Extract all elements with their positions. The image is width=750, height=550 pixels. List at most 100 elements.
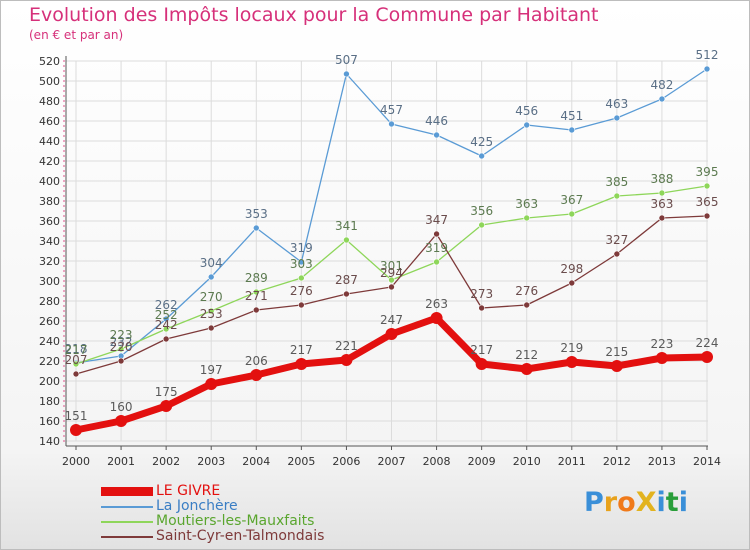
data-label: 451 bbox=[560, 109, 583, 123]
data-point bbox=[207, 324, 215, 332]
data-point bbox=[207, 273, 215, 281]
data-label: 385 bbox=[605, 175, 628, 189]
legend-label-saint-cyr: Saint-Cyr-en-Talmondais bbox=[156, 528, 325, 544]
data-label: 175 bbox=[155, 385, 178, 399]
data-label: 273 bbox=[470, 287, 493, 301]
x-tick-label: 2009 bbox=[468, 455, 496, 468]
y-tick-label: 260 bbox=[39, 315, 60, 328]
data-label: 319 bbox=[290, 241, 313, 255]
y-tick-label: 440 bbox=[39, 135, 60, 148]
data-label: 356 bbox=[470, 204, 493, 218]
data-point bbox=[658, 214, 666, 222]
chart-subtitle: (en € et par an) bbox=[29, 28, 124, 42]
data-point bbox=[658, 95, 666, 103]
legend-label-le-givre: LE GIVRE bbox=[156, 483, 221, 499]
data-label: 304 bbox=[200, 256, 223, 270]
data-label: 242 bbox=[155, 318, 178, 332]
data-point bbox=[613, 250, 621, 258]
data-label: 217 bbox=[65, 343, 88, 357]
x-tick-label: 2014 bbox=[693, 455, 721, 468]
data-label: 232 bbox=[110, 335, 133, 349]
data-point bbox=[475, 358, 488, 370]
data-point bbox=[388, 283, 395, 291]
legend-label-la-jonchere: La Jonchère bbox=[156, 498, 238, 514]
y-tick-label: 240 bbox=[39, 335, 60, 348]
data-point bbox=[162, 325, 170, 333]
data-point bbox=[252, 224, 260, 232]
x-tick-label: 2003 bbox=[197, 455, 225, 468]
y-tick-label: 200 bbox=[39, 375, 60, 388]
logo-letter: i bbox=[656, 487, 666, 518]
data-label: 276 bbox=[290, 284, 313, 298]
y-tick-label: 180 bbox=[39, 395, 60, 408]
y-tick-label: 520 bbox=[39, 55, 60, 68]
data-point bbox=[433, 258, 440, 266]
legend-swatch-moutiers bbox=[101, 521, 153, 523]
data-point bbox=[433, 131, 440, 139]
y-tick-label: 320 bbox=[39, 255, 60, 268]
data-label: 512 bbox=[696, 48, 719, 62]
data-point bbox=[117, 357, 125, 365]
data-point bbox=[568, 210, 576, 218]
data-point bbox=[252, 288, 260, 296]
data-label: 219 bbox=[560, 341, 583, 355]
y-tick-label: 460 bbox=[39, 115, 60, 128]
data-point bbox=[298, 274, 305, 282]
data-point bbox=[703, 212, 711, 220]
data-point bbox=[478, 304, 485, 312]
data-label: 365 bbox=[696, 195, 719, 209]
legend-swatch-le-givre bbox=[101, 487, 153, 496]
data-label: 247 bbox=[380, 313, 403, 327]
data-point bbox=[523, 301, 531, 309]
legend-label-moutiers: Moutiers-les-Mauxfaits bbox=[156, 513, 315, 529]
data-label: 327 bbox=[605, 233, 628, 247]
data-point bbox=[298, 301, 305, 309]
data-point bbox=[72, 360, 80, 368]
x-tick-label: 2007 bbox=[378, 455, 406, 468]
x-tick-label: 2010 bbox=[513, 455, 541, 468]
legend-swatch-la-jonchere bbox=[101, 506, 153, 508]
y-tick-label: 300 bbox=[39, 275, 60, 288]
data-label: 206 bbox=[245, 354, 268, 368]
data-point bbox=[162, 335, 170, 343]
data-label: 270 bbox=[200, 290, 223, 304]
data-point bbox=[295, 358, 308, 370]
data-point bbox=[343, 290, 350, 298]
data-label: 463 bbox=[605, 97, 628, 111]
data-point bbox=[613, 192, 621, 200]
data-label: 353 bbox=[245, 207, 268, 221]
x-tick-label: 2002 bbox=[152, 455, 180, 468]
data-label: 212 bbox=[515, 348, 538, 362]
data-label: 271 bbox=[245, 289, 268, 303]
data-point bbox=[703, 182, 711, 190]
data-label: 217 bbox=[470, 343, 493, 357]
logo-letter: i bbox=[678, 487, 688, 518]
data-point bbox=[162, 315, 170, 323]
x-tick-label: 2004 bbox=[242, 455, 270, 468]
data-label: 220 bbox=[110, 340, 133, 354]
data-point bbox=[160, 400, 173, 412]
data-label: 457 bbox=[380, 103, 403, 117]
data-label: 303 bbox=[290, 257, 313, 271]
data-point bbox=[205, 378, 218, 390]
data-point bbox=[207, 307, 215, 315]
data-label: 218 bbox=[65, 342, 88, 356]
y-tick-label: 140 bbox=[39, 435, 60, 448]
data-point bbox=[568, 126, 576, 134]
x-tick-label: 2013 bbox=[648, 455, 676, 468]
logo-letter: t bbox=[665, 487, 679, 518]
data-point bbox=[70, 424, 82, 436]
data-point bbox=[658, 189, 666, 197]
x-tick-label: 2000 bbox=[62, 455, 90, 468]
x-tick-label: 2011 bbox=[558, 455, 586, 468]
x-tick-label: 2012 bbox=[603, 455, 631, 468]
data-point bbox=[478, 152, 485, 160]
data-point bbox=[388, 276, 395, 284]
data-point bbox=[117, 345, 125, 353]
y-tick-label: 400 bbox=[39, 175, 60, 188]
data-point bbox=[250, 369, 263, 381]
data-label: 388 bbox=[650, 172, 673, 186]
data-point bbox=[613, 114, 621, 122]
y-tick-label: 220 bbox=[39, 355, 60, 368]
